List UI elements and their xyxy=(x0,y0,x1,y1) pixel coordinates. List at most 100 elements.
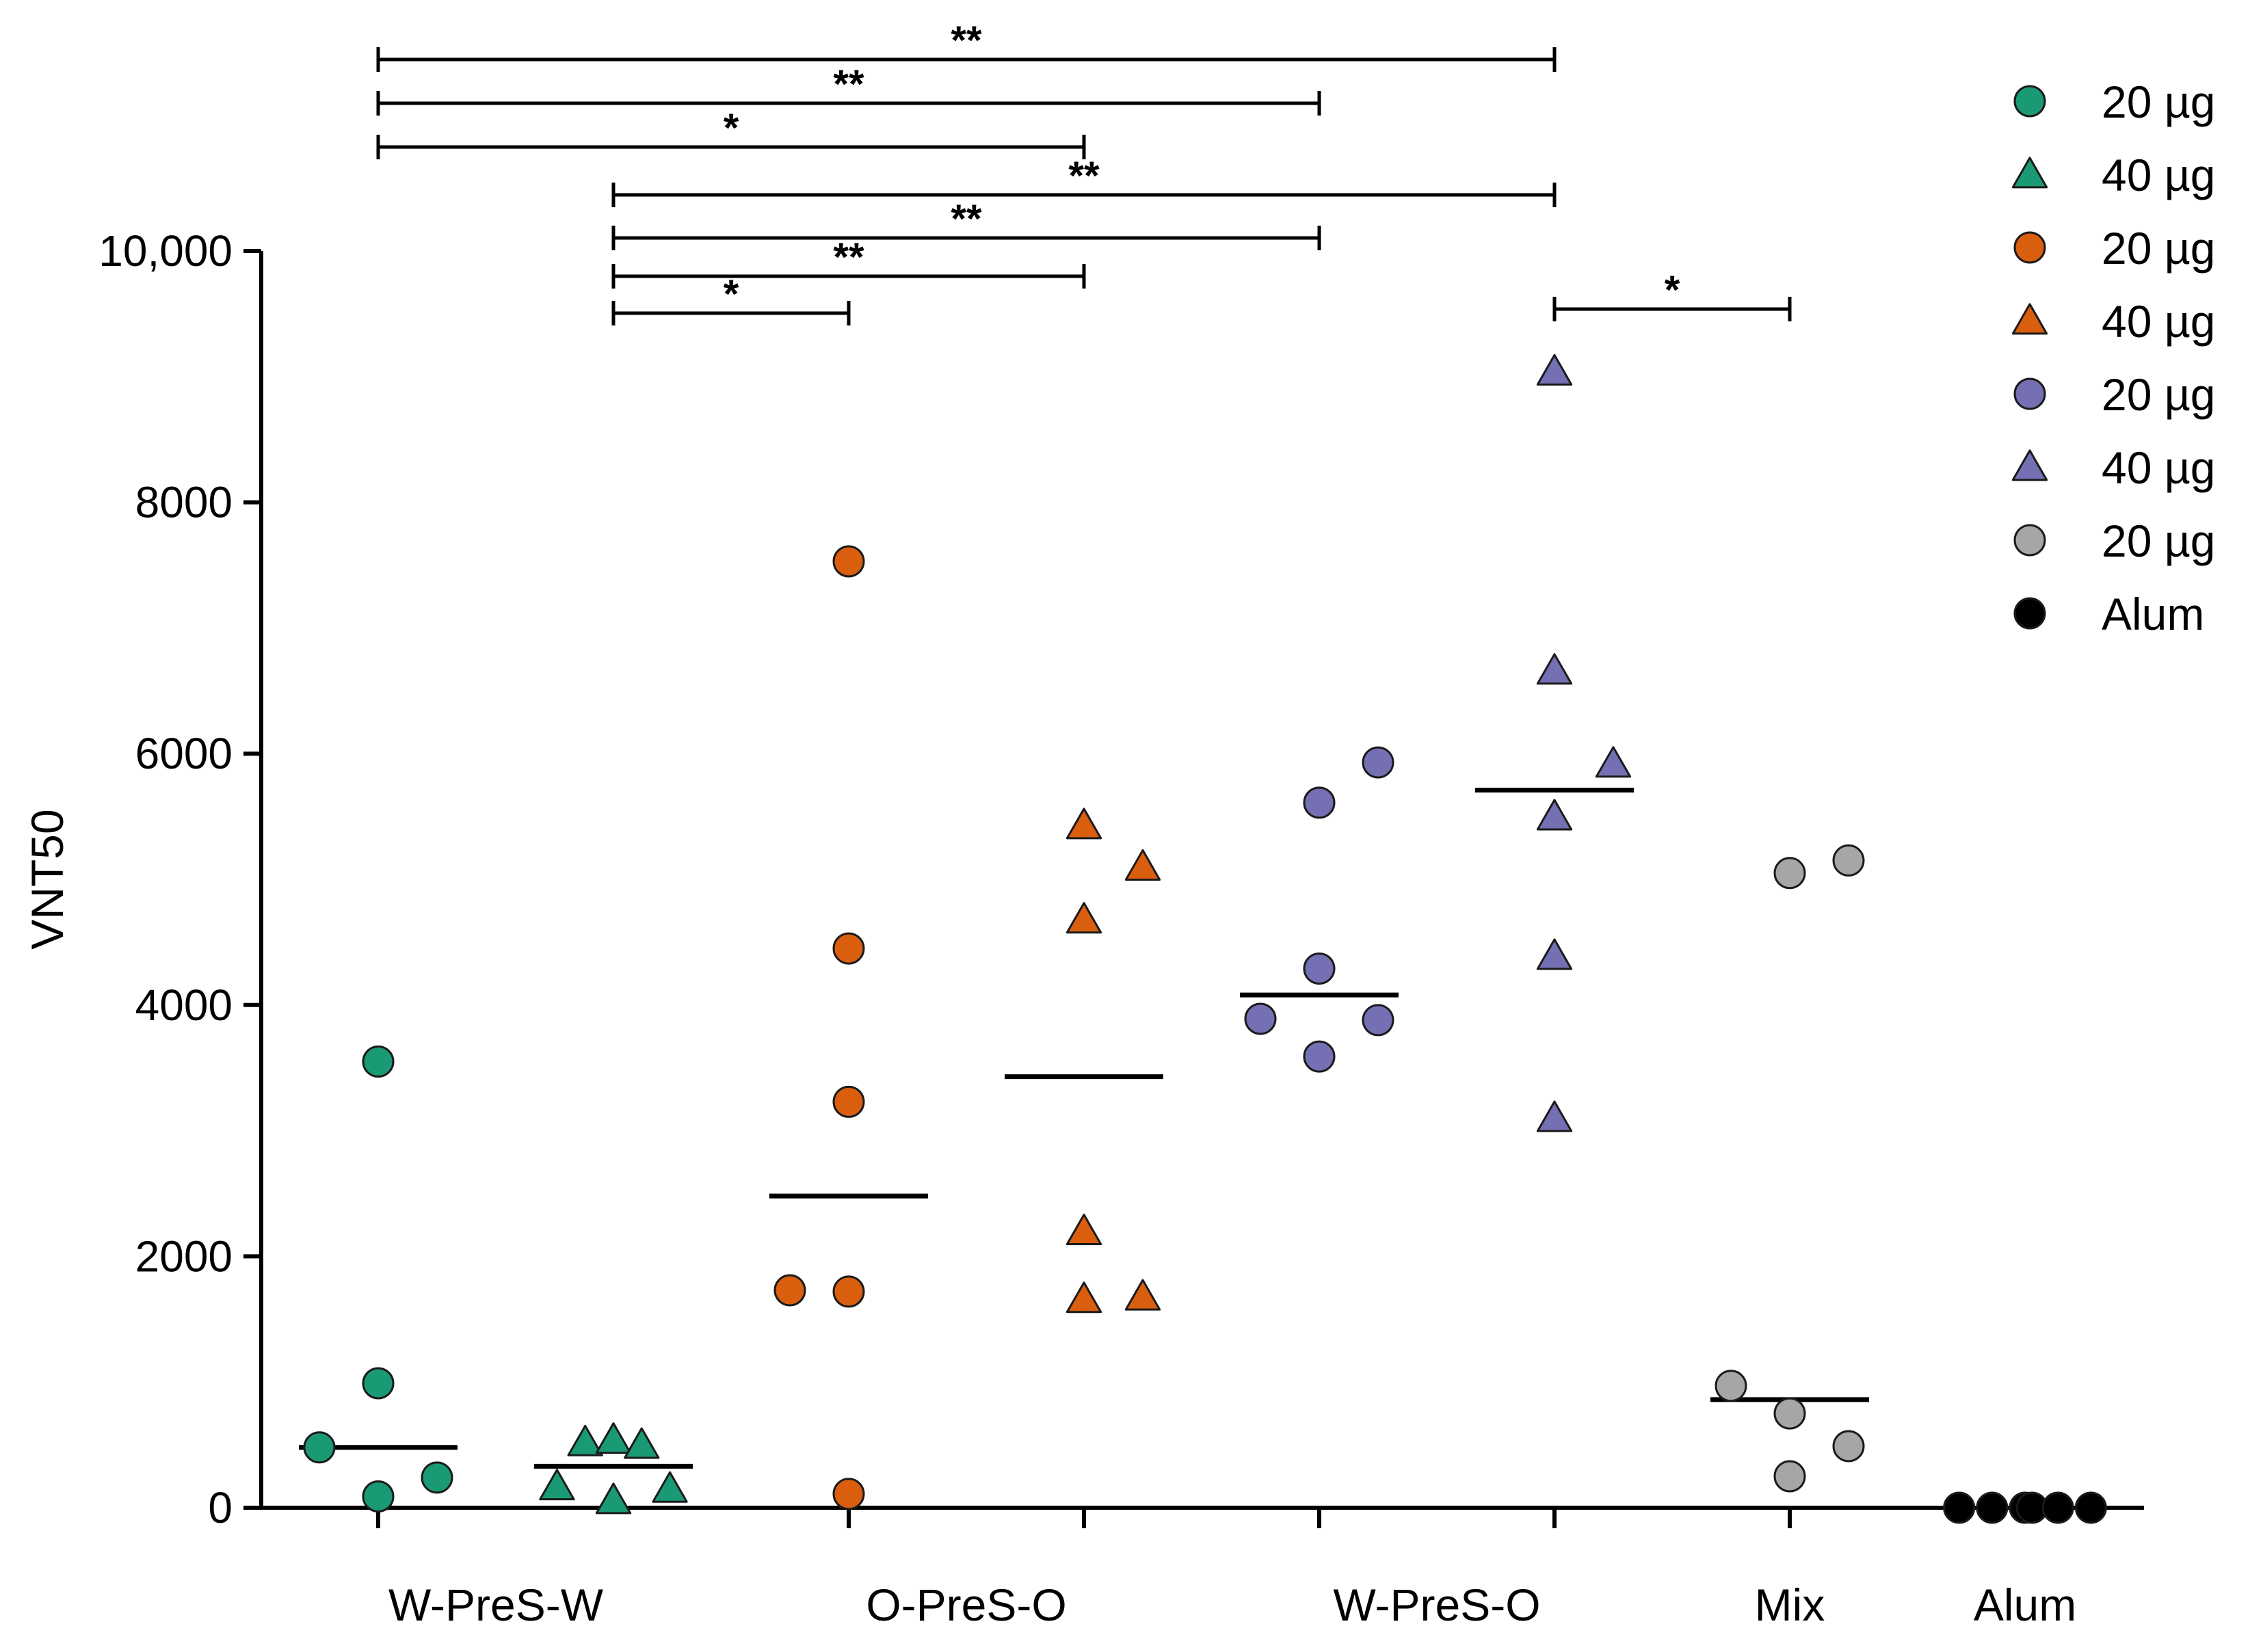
legend-item: 20 µg xyxy=(2013,369,2215,420)
y-tick-label: 8000 xyxy=(135,478,233,527)
data-point xyxy=(1536,653,1573,685)
axes: 0 2000 4000 6000 8000 10,000 VNT50 W-PreS-W O-Pr… xyxy=(22,226,2144,1630)
significance-bracket: * xyxy=(376,106,1086,159)
x-group-label: O-PreS-O xyxy=(866,1580,1066,1630)
data-point xyxy=(1832,1430,1865,1463)
significance-label: * xyxy=(724,272,739,317)
y-axis-title: VNT50 xyxy=(22,809,72,949)
data-point xyxy=(595,1422,632,1454)
x-group-label: Mix xyxy=(1755,1580,1825,1630)
data-point xyxy=(1066,808,1102,840)
data-point xyxy=(1536,354,1573,386)
y-tick-label: 0 xyxy=(208,1483,233,1532)
y-tick-label: 2000 xyxy=(135,1231,233,1281)
legend-triangle-marker xyxy=(2011,449,2048,481)
data-point xyxy=(1244,1002,1277,1035)
legend-item: Alum xyxy=(2013,589,2204,639)
legend-label: 20 µg xyxy=(2102,223,2215,274)
significance-bracket: ** xyxy=(611,154,1557,207)
legend-label: 20 µg xyxy=(2102,516,2215,566)
legend-item: 40 µg xyxy=(2011,150,2215,200)
data-point xyxy=(362,1480,395,1513)
data-point xyxy=(1303,952,1336,985)
x-group-label: Alum xyxy=(1974,1580,2076,1630)
data-point xyxy=(1066,902,1102,934)
data-point xyxy=(1536,938,1573,970)
data-point xyxy=(1303,1040,1336,1073)
legend-label: 20 µg xyxy=(2102,77,2215,127)
y-tick-label: 4000 xyxy=(135,981,233,1030)
data-point xyxy=(1362,1004,1394,1037)
data-point xyxy=(539,1469,575,1501)
data-point xyxy=(832,545,865,578)
data-points xyxy=(303,354,2107,1524)
data-point xyxy=(362,1045,395,1078)
significance-bracket: ** xyxy=(376,62,1321,116)
data-point xyxy=(1124,849,1161,881)
data-point xyxy=(624,1427,660,1459)
legend-label: 40 µg xyxy=(2102,296,2215,347)
data-point xyxy=(1595,746,1632,778)
significance-label: ** xyxy=(833,235,864,280)
significance-bracket: * xyxy=(1552,268,1792,321)
legend-triangle-marker xyxy=(2011,303,2048,335)
significance-bracket: * xyxy=(611,272,851,325)
significance-label: ** xyxy=(1068,154,1100,198)
significance-label: ** xyxy=(833,62,864,107)
significance-bracket: ** xyxy=(611,235,1086,289)
legend-label: 40 µg xyxy=(2102,150,2215,200)
significance-brackets: ************ * xyxy=(376,18,1792,325)
legend-circle-marker xyxy=(2013,85,2046,118)
data-point xyxy=(652,1471,688,1503)
legend-item: 20 µg xyxy=(2013,223,2215,274)
legend-label: 40 µg xyxy=(2102,442,2215,493)
data-point xyxy=(1536,799,1573,831)
significance-label: * xyxy=(724,106,739,150)
data-point xyxy=(1832,844,1865,877)
legend-item: 20 µg xyxy=(2013,516,2215,566)
data-point xyxy=(2041,1491,2074,1524)
x-group-label: W-PreS-O xyxy=(1333,1580,1540,1630)
data-point xyxy=(1773,1397,1806,1430)
data-point xyxy=(1124,1279,1161,1311)
significance-label: ** xyxy=(951,197,982,241)
y-tick-label: 6000 xyxy=(135,729,233,778)
data-point xyxy=(421,1461,453,1494)
data-point xyxy=(2074,1491,2107,1524)
data-point xyxy=(1303,786,1336,819)
data-point xyxy=(595,1482,632,1515)
data-point xyxy=(1362,746,1394,779)
data-point xyxy=(1066,1213,1102,1246)
legend-circle-marker xyxy=(2013,524,2046,557)
legend-circle-marker xyxy=(2013,377,2046,410)
y-tick-label: 10,000 xyxy=(98,226,233,276)
data-point xyxy=(1943,1491,1976,1524)
significance-bracket: ** xyxy=(376,18,1557,72)
data-point xyxy=(1066,1281,1102,1314)
data-point xyxy=(832,1275,865,1308)
legend-triangle-marker xyxy=(2011,157,2048,189)
legend-circle-marker xyxy=(2013,231,2046,264)
significance-bracket: ** xyxy=(611,197,1321,250)
data-point xyxy=(832,932,865,965)
data-point xyxy=(1715,1370,1747,1402)
legend-label: Alum xyxy=(2102,589,2204,639)
data-point xyxy=(1536,1100,1573,1132)
significance-label: * xyxy=(1665,268,1680,312)
data-point xyxy=(773,1274,806,1307)
legend-circle-marker xyxy=(2013,597,2046,630)
legend-item: 40 µg xyxy=(2011,442,2215,493)
data-point xyxy=(567,1424,603,1456)
legend: 20 µg 40 µg 20 µg 40 µg 20 µg 40 µg 20 µg Alum xyxy=(2011,77,2215,639)
data-point xyxy=(1773,1460,1806,1493)
data-point xyxy=(303,1431,336,1464)
legend-label: 20 µg xyxy=(2102,369,2215,420)
data-point xyxy=(362,1367,395,1400)
significance-label: ** xyxy=(951,18,982,63)
median-lines xyxy=(299,788,1869,1469)
data-point xyxy=(832,1085,865,1118)
legend-item: 40 µg xyxy=(2011,296,2215,347)
data-point xyxy=(1773,857,1806,890)
x-group-label: W-PreS-W xyxy=(388,1580,604,1630)
